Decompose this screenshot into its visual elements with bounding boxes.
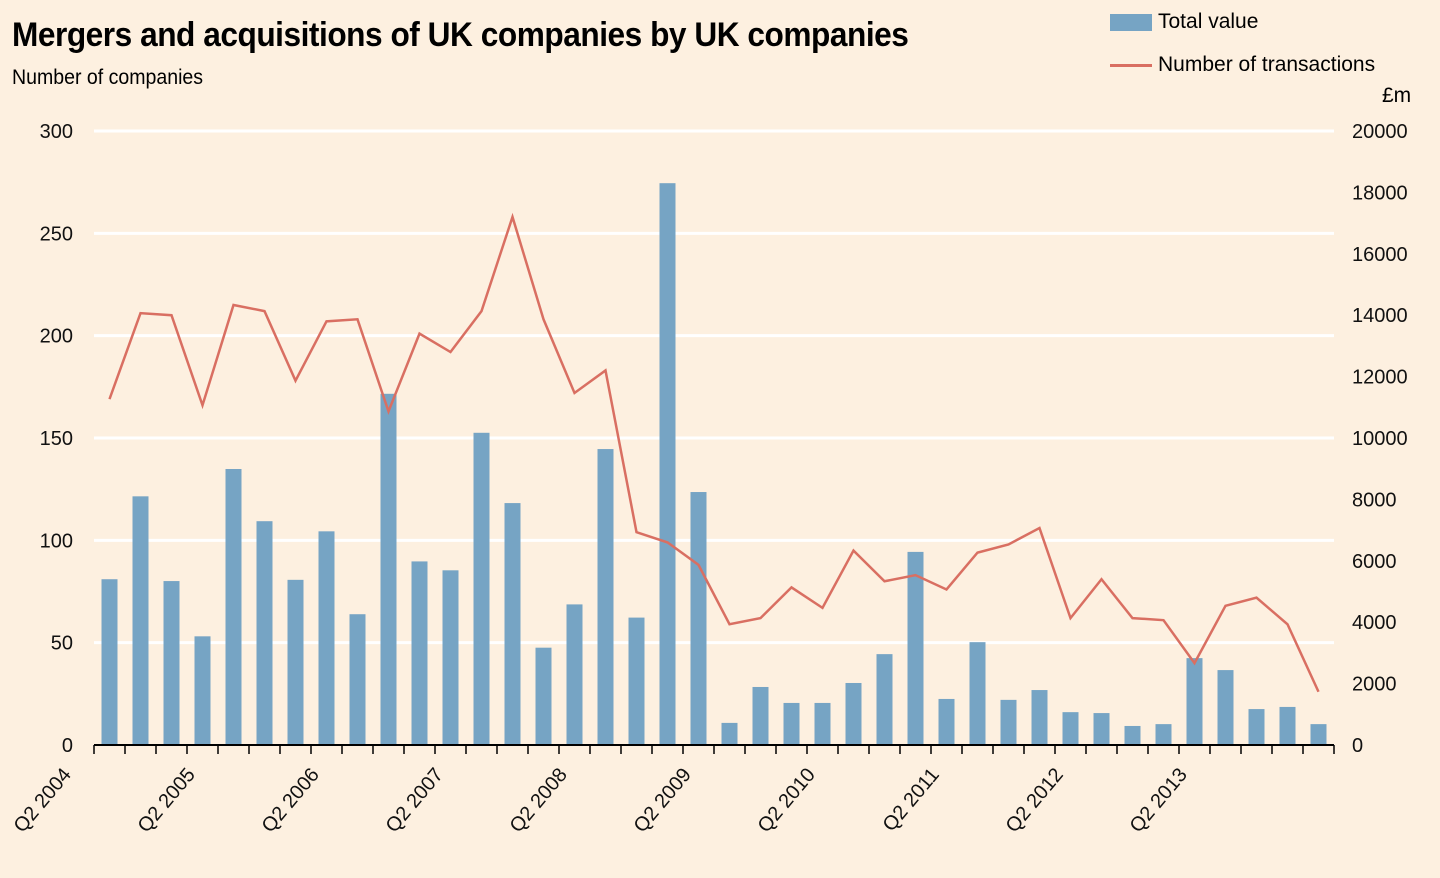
bar (1248, 709, 1265, 745)
right-tick-label: 12000 (1352, 367, 1408, 389)
right-tick-label: 10000 (1352, 428, 1408, 450)
bar (566, 604, 583, 745)
left-tick-label: 50 (51, 633, 73, 655)
right-tick-label: 18000 (1352, 182, 1408, 204)
right-tick-label: 16000 (1352, 244, 1408, 266)
bar (752, 686, 769, 745)
right-tick-label: 8000 (1352, 489, 1397, 511)
bar (1279, 706, 1296, 745)
bar (907, 551, 924, 745)
x-tick-label: Q2 2009 (630, 764, 696, 837)
bar (1155, 724, 1172, 745)
bar (845, 682, 862, 745)
x-tick-label: Q2 2013 (1126, 764, 1192, 837)
bar (411, 561, 428, 745)
left-tick-label: 250 (40, 223, 73, 245)
bar (504, 503, 521, 745)
legend-item-transactions: Number of transactions (1110, 53, 1375, 77)
bar (535, 647, 552, 745)
x-tick-label: Q2 2004 (10, 764, 76, 837)
bar (380, 393, 397, 745)
transactions-line (108, 212, 1320, 693)
bar (1000, 699, 1017, 745)
bar (194, 636, 211, 745)
legend-line-swatch (1110, 63, 1152, 67)
x-tick-label: Q2 2011 (879, 764, 944, 836)
bar (876, 654, 893, 745)
left-axis-ticks: 0 50 100 150 200 250 300 (40, 121, 73, 757)
line-series (108, 212, 1320, 693)
bar (132, 496, 149, 745)
right-axis-ticks: 0 2000 4000 6000 8000 10000 12000 14000 16000 180… (1352, 121, 1408, 757)
left-tick-label: 300 (40, 121, 73, 143)
bar (349, 614, 366, 745)
right-tick-label: 6000 (1352, 551, 1397, 573)
right-tick-label: 14000 (1352, 305, 1408, 327)
x-tick-label: Q2 2005 (134, 764, 200, 837)
bar (1124, 725, 1141, 745)
bar-series (101, 183, 1327, 745)
x-tick-label: Q2 2006 (258, 764, 324, 837)
bar (256, 521, 273, 745)
bar (101, 579, 118, 745)
bar (814, 702, 831, 745)
x-tick-label: Q2 2007 (382, 764, 448, 837)
bar (1310, 724, 1327, 745)
bar (473, 432, 490, 745)
bar (1217, 670, 1234, 745)
right-axis-unit-label: £m (1382, 84, 1412, 107)
bar (1031, 690, 1048, 745)
bar (938, 698, 955, 745)
right-tick-label: 20000 (1352, 121, 1408, 143)
bar (225, 469, 242, 745)
chart-title: Mergers and acquisitions of UK companies… (12, 16, 909, 54)
left-tick-label: 200 (40, 326, 73, 348)
left-tick-label: 100 (40, 530, 73, 552)
x-tick-label: Q2 2010 (754, 764, 820, 837)
bar (721, 722, 738, 745)
bar (442, 570, 459, 745)
bar (318, 531, 335, 745)
left-tick-label: 0 (62, 735, 73, 757)
right-tick-label: 0 (1352, 735, 1363, 757)
x-axis-ticks: Q2 2004 Q2 2005 Q2 2006 Q2 2007 Q2 2008 Q2 20… (10, 764, 1192, 837)
bar (783, 702, 800, 745)
legend-label-transactions: Number of transactions (1158, 53, 1376, 76)
x-tick-label: Q2 2012 (1002, 764, 1068, 837)
left-tick-label: 150 (40, 428, 73, 450)
legend-bar-swatch (1110, 13, 1152, 31)
bar (163, 581, 180, 745)
bar (1062, 712, 1079, 745)
legend-item-total-value: Total value (1110, 10, 1258, 34)
bar (659, 183, 676, 745)
bar (287, 579, 304, 745)
legend-label-total-value: Total value (1158, 10, 1259, 33)
right-tick-label: 4000 (1352, 612, 1397, 634)
bar (969, 642, 986, 745)
bar (690, 492, 707, 745)
bar (597, 449, 614, 745)
x-tick-label: Q2 2008 (506, 764, 572, 837)
left-axis-label: Number of companies (12, 66, 204, 89)
gridlines (94, 129, 1334, 645)
right-tick-label: 2000 (1352, 674, 1397, 696)
x-axis (93, 744, 1335, 754)
bar (1093, 713, 1110, 745)
bar (628, 617, 645, 745)
bar (1186, 658, 1203, 745)
